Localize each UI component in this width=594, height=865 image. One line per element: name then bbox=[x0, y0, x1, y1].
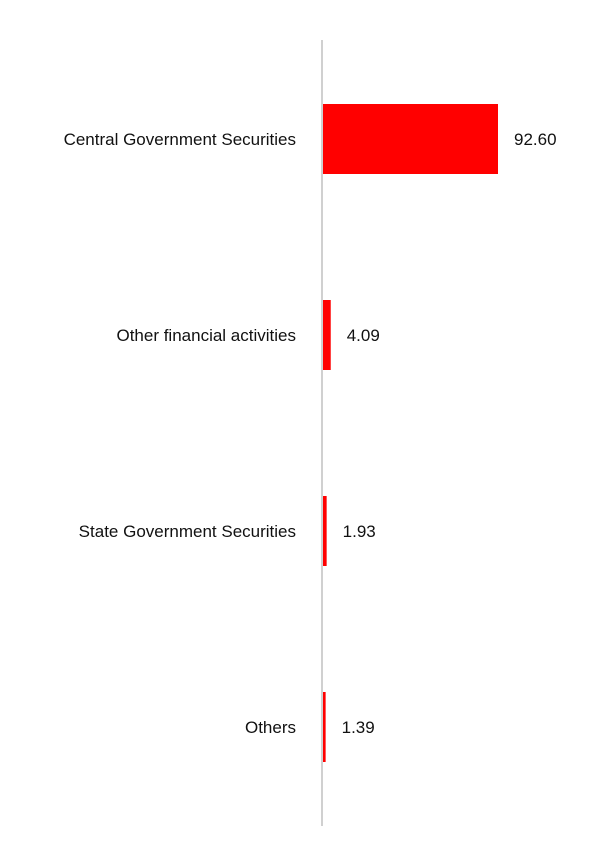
category-label: Other financial activities bbox=[116, 326, 296, 345]
bar bbox=[323, 692, 326, 762]
value-label: 1.39 bbox=[342, 718, 375, 737]
category-label: Others bbox=[245, 718, 296, 737]
bar bbox=[323, 300, 331, 370]
value-label: 4.09 bbox=[347, 326, 380, 345]
category-label: State Government Securities bbox=[79, 522, 296, 541]
value-label: 1.93 bbox=[343, 522, 376, 541]
bar bbox=[323, 496, 327, 566]
bar bbox=[323, 104, 498, 174]
bars-group: Central Government Securities 92.60 Other … bbox=[64, 104, 557, 762]
value-label: 92.60 bbox=[514, 130, 557, 149]
category-label: Central Government Securities bbox=[64, 130, 296, 149]
